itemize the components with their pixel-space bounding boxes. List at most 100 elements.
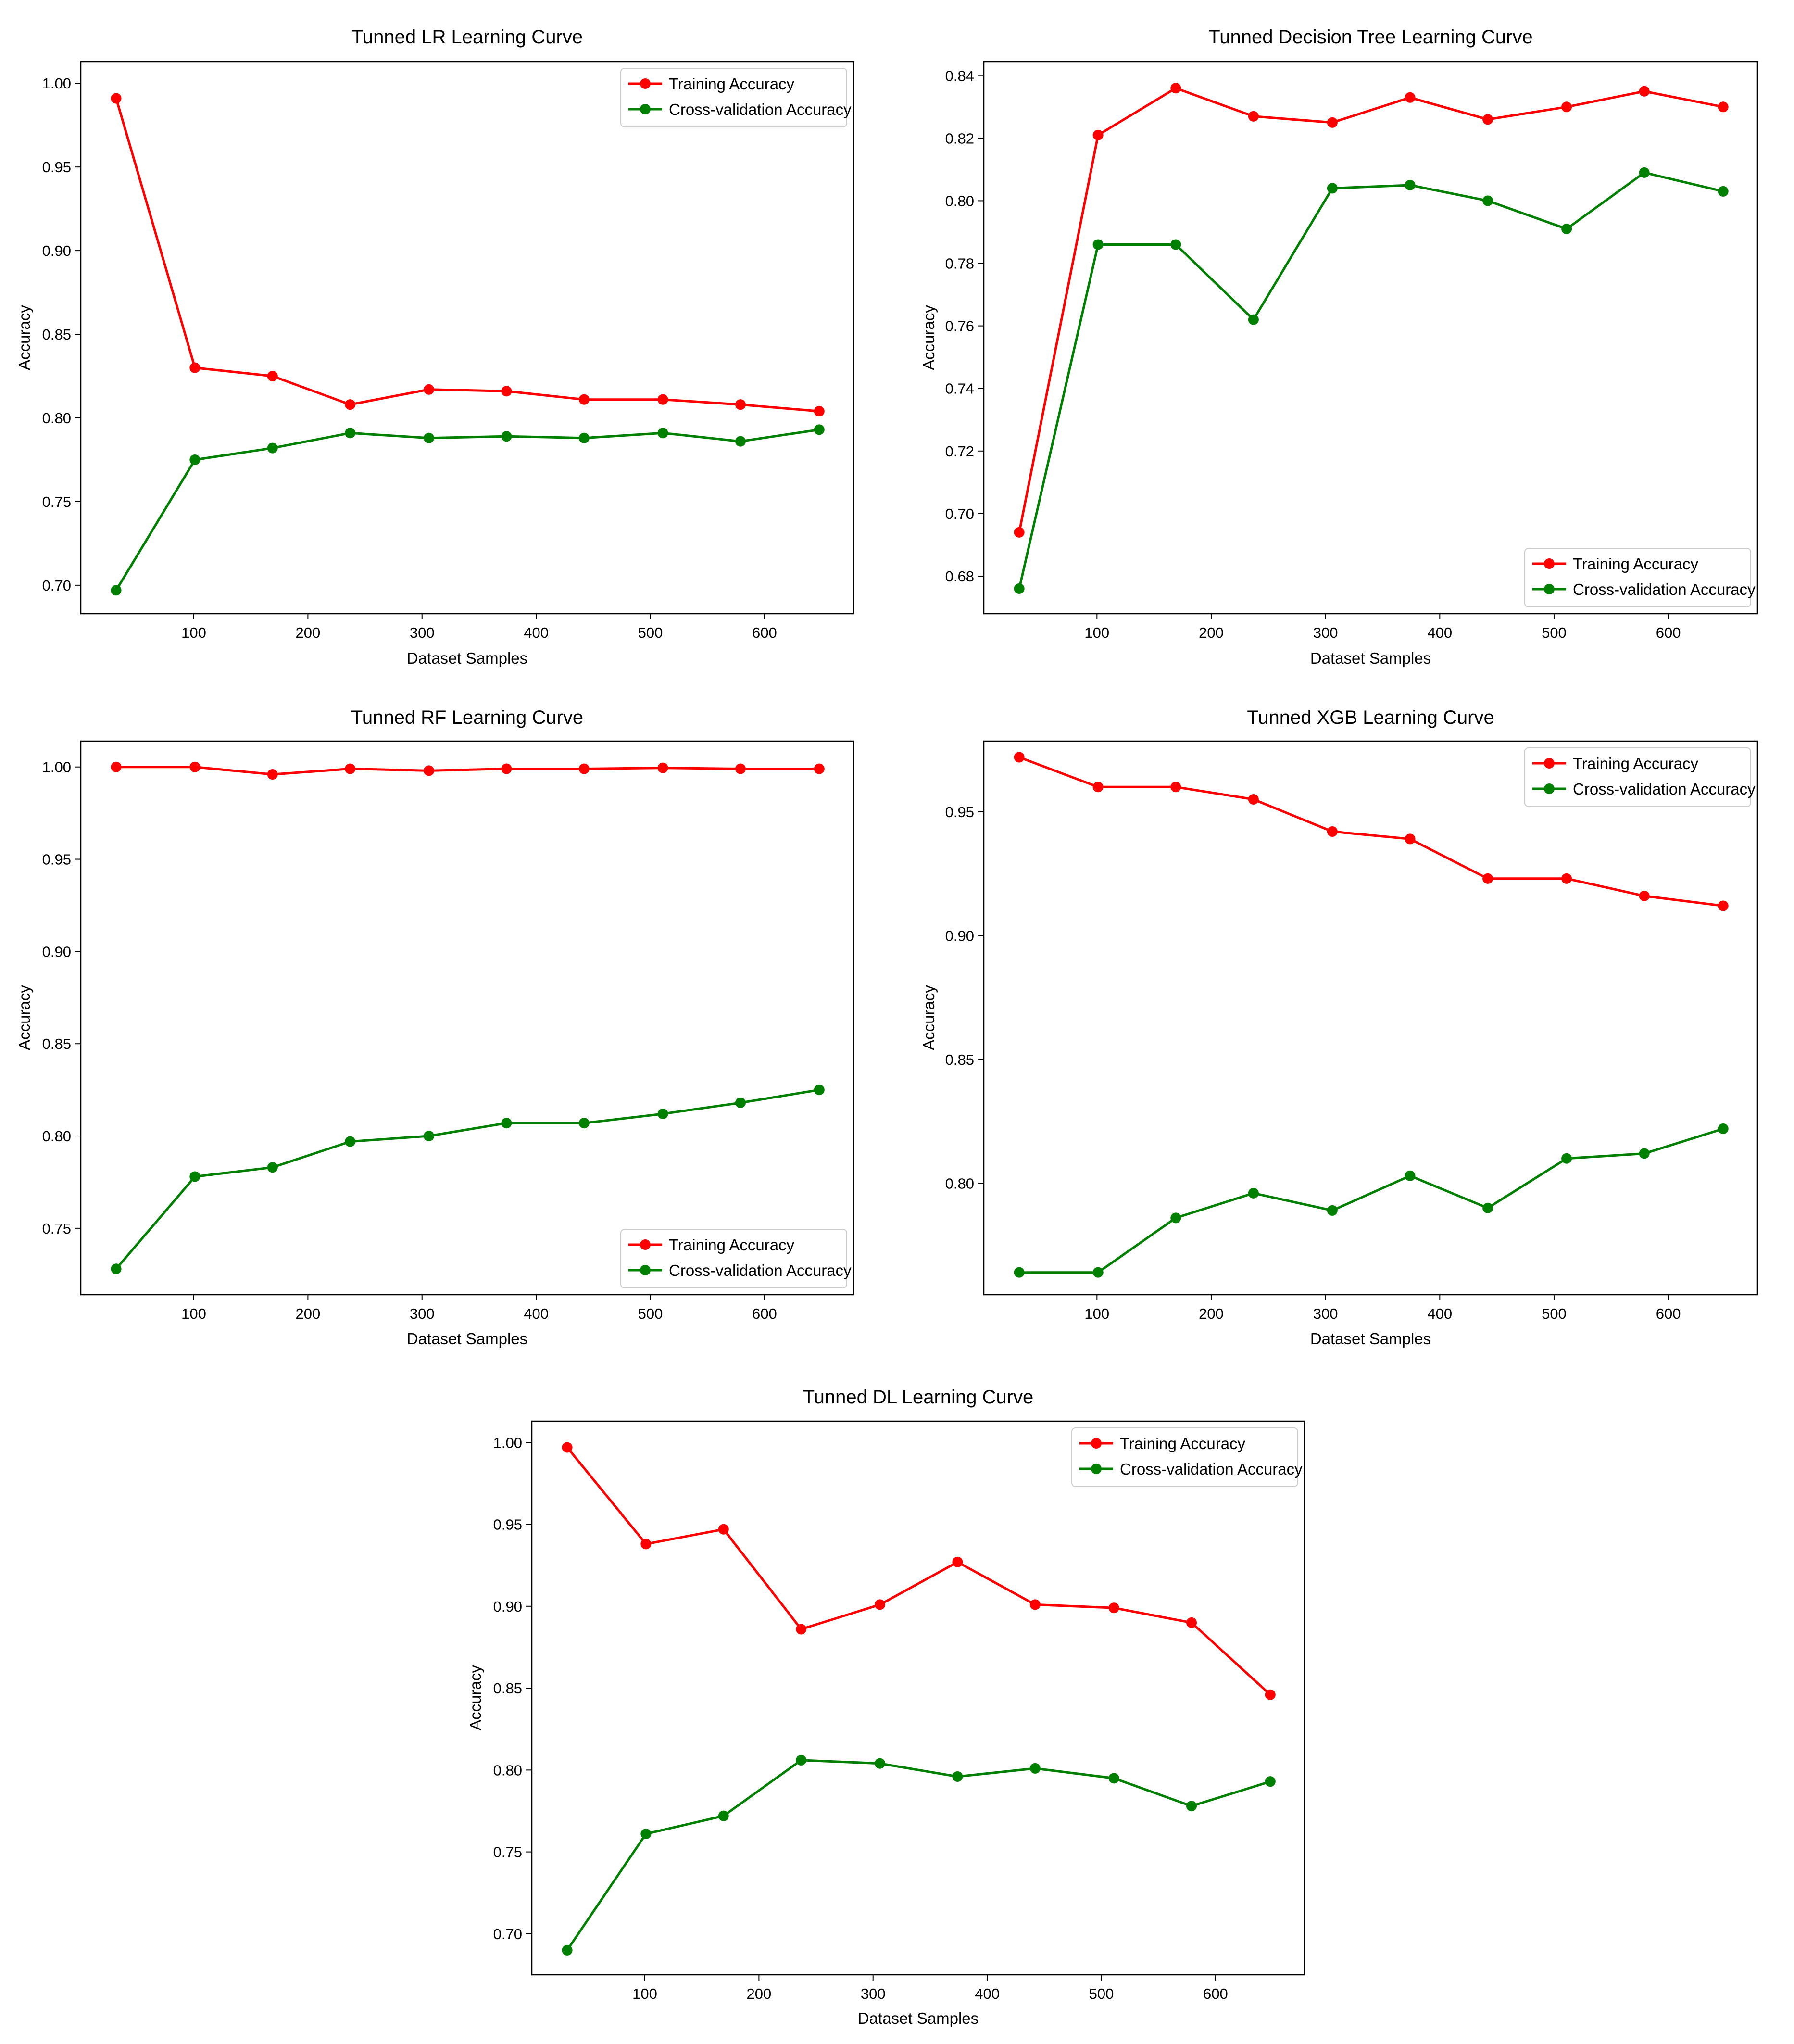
panel-title: Tunned DL Learning Curve <box>803 1387 1034 1408</box>
cross-validation-accuracy-point <box>952 1771 963 1782</box>
y-axis-label: Accuracy <box>920 985 938 1050</box>
y-tick-label: 0.76 <box>945 318 974 335</box>
training-accuracy-point <box>718 1524 729 1535</box>
x-axis-label: Dataset Samples <box>1310 1330 1431 1348</box>
plot-area-frame <box>983 61 1758 615</box>
training-accuracy-point <box>952 1556 963 1567</box>
legend-cross-validation-label: Cross-validation Accuracy <box>1573 780 1756 798</box>
x-tick-label: 200 <box>296 1305 321 1322</box>
training-accuracy-point <box>1014 527 1025 538</box>
training-accuracy-point <box>1265 1689 1276 1700</box>
cross-validation-accuracy-point <box>423 1131 434 1142</box>
training-accuracy-point <box>1186 1617 1197 1628</box>
cross-validation-accuracy-point <box>640 1829 652 1840</box>
training-accuracy-point <box>562 1442 573 1453</box>
legend-training-label: Training Accuracy <box>1120 1435 1246 1452</box>
cross-validation-accuracy-point <box>562 1944 573 1956</box>
cross-validation-accuracy-point <box>189 454 201 465</box>
x-tick-label: 200 <box>296 624 321 641</box>
training-accuracy-point <box>345 763 356 774</box>
cross-validation-accuracy-point <box>1108 1773 1119 1784</box>
cross-validation-accuracy-point <box>1639 1148 1650 1159</box>
legend-training-label: Training Accuracy <box>669 1236 795 1254</box>
x-tick-label: 600 <box>1656 624 1681 641</box>
x-tick-label: 100 <box>1084 624 1109 641</box>
training-accuracy-point <box>1718 101 1729 113</box>
y-tick-label: 0.75 <box>42 1220 71 1237</box>
x-tick-label: 300 <box>410 624 435 641</box>
x-axis-label: Dataset Samples <box>858 2009 979 2027</box>
panel-title: Tunned XGB Learning Curve <box>1247 707 1494 728</box>
cross-validation-accuracy-point <box>1014 583 1025 594</box>
x-tick-label: 400 <box>524 624 549 641</box>
training-accuracy-line <box>1018 87 1724 533</box>
cross-validation-accuracy-line <box>115 1088 820 1270</box>
training-accuracy-line <box>1018 756 1724 907</box>
y-tick-label: 0.78 <box>945 255 974 272</box>
cross-validation-accuracy-point <box>501 1118 512 1129</box>
y-tick-label: 0.95 <box>42 851 71 868</box>
y-axis-label: Accuracy <box>466 1665 484 1730</box>
training-accuracy-point <box>735 399 746 410</box>
decision-tree-learning-curve-panel: Tunned Decision Tree Learning Curve Data… <box>920 26 1758 667</box>
cross-validation-accuracy-point <box>267 1162 278 1173</box>
lr-learning-curve-panel: Tunned LR Learning Curve Dataset Samples… <box>15 26 854 667</box>
training-accuracy-point <box>1718 900 1729 911</box>
legend-box <box>620 1229 847 1288</box>
training-accuracy-line <box>566 1446 1271 1696</box>
training-accuracy-point <box>345 399 356 410</box>
panel-title: Tunned LR Learning Curve <box>351 26 583 48</box>
y-tick-label: 0.80 <box>945 1175 974 1192</box>
y-tick-label: 0.95 <box>42 159 71 176</box>
training-accuracy-point <box>578 763 590 774</box>
training-accuracy-point <box>423 384 434 395</box>
cross-validation-accuracy-point <box>1718 186 1729 197</box>
training-accuracy-point <box>814 406 825 417</box>
training-accuracy-point <box>267 371 278 382</box>
cross-validation-accuracy-point <box>189 1171 201 1182</box>
y-tick-label: 0.80 <box>945 192 974 209</box>
legend-cross-validation-label: Cross-validation Accuracy <box>669 101 852 118</box>
legend-cross-validation-label: Cross-validation Accuracy <box>669 1262 852 1279</box>
cross-validation-accuracy-point <box>735 1097 746 1108</box>
training-accuracy-point <box>1405 833 1416 845</box>
dl-learning-curve-panel: Tunned DL Learning Curve Dataset Samples… <box>466 1387 1305 2027</box>
cross-validation-accuracy-point <box>1092 239 1104 250</box>
cross-validation-accuracy-point <box>345 428 356 439</box>
legend-training-marker <box>1091 1438 1102 1449</box>
cross-validation-accuracy-point <box>111 1263 122 1274</box>
cross-validation-accuracy-line <box>566 1759 1271 1951</box>
x-tick-label: 300 <box>1313 624 1338 641</box>
y-tick-label: 0.95 <box>945 804 974 820</box>
x-axis-label: Dataset Samples <box>407 649 527 667</box>
cross-validation-accuracy-point <box>1327 183 1338 194</box>
x-tick-label: 300 <box>861 1985 886 2002</box>
x-tick-label: 100 <box>181 624 206 641</box>
y-axis-label: Accuracy <box>15 985 33 1050</box>
x-tick-label: 500 <box>638 1305 663 1322</box>
y-tick-label: 0.70 <box>493 1926 522 1943</box>
x-tick-label: 400 <box>1427 624 1452 641</box>
x-tick-label: 600 <box>752 624 777 641</box>
training-accuracy-point <box>501 386 512 397</box>
training-accuracy-point <box>1639 86 1650 97</box>
cross-validation-accuracy-point <box>1248 1187 1259 1199</box>
training-accuracy-point <box>796 1624 807 1635</box>
cross-validation-accuracy-point <box>1327 1205 1338 1216</box>
legend-cross-validation-marker <box>1544 584 1555 594</box>
training-accuracy-point <box>1561 873 1572 884</box>
legend-box <box>1524 548 1751 607</box>
training-accuracy-line <box>115 98 820 413</box>
cross-validation-accuracy-point <box>1170 1212 1181 1224</box>
cross-validation-accuracy-point <box>814 1085 825 1096</box>
legend-training-marker <box>1544 758 1555 769</box>
cross-validation-accuracy-point <box>718 1810 729 1821</box>
legend-cross-validation-marker <box>640 1265 651 1275</box>
cross-validation-accuracy-point <box>1639 167 1650 178</box>
training-accuracy-point <box>874 1599 885 1610</box>
x-tick-label: 100 <box>632 1985 657 2002</box>
y-axis-label: Accuracy <box>920 305 938 370</box>
legend-cross-validation-marker <box>1544 783 1555 794</box>
cross-validation-accuracy-point <box>735 436 746 447</box>
